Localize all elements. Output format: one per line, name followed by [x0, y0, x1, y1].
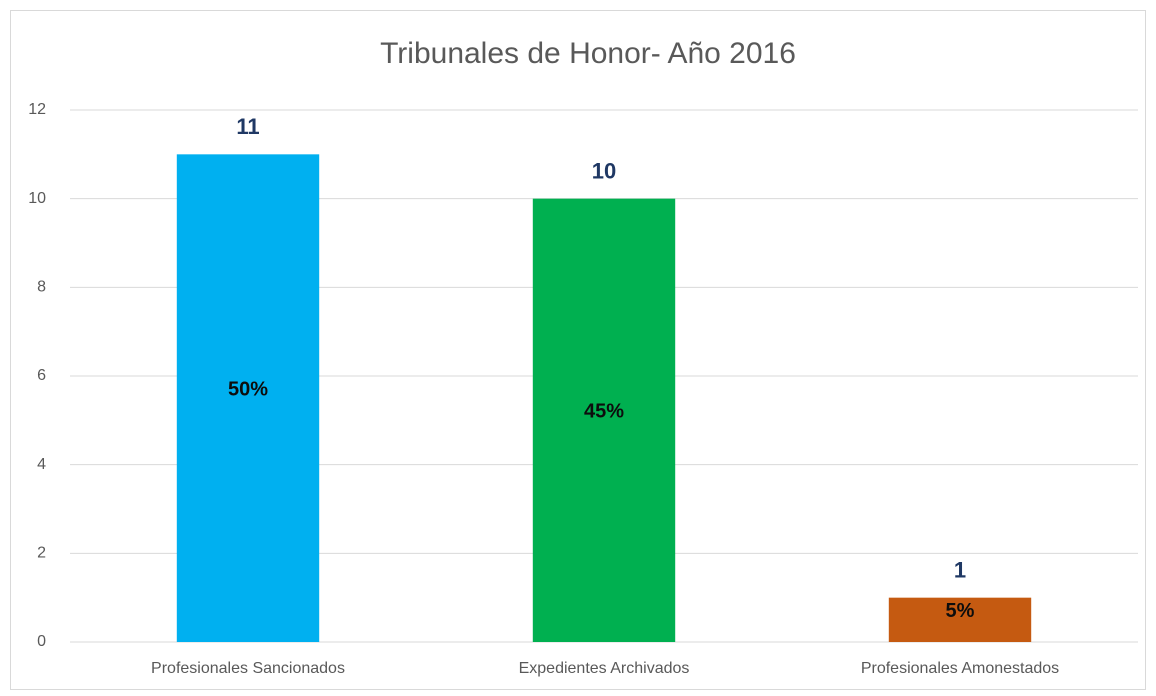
- y-tick-label: 10: [28, 190, 46, 207]
- y-tick-label: 12: [28, 101, 46, 118]
- percent-label: 45%: [584, 401, 624, 423]
- y-tick-label: 8: [37, 279, 46, 296]
- x-tick-label: Profesionales Amonestados: [861, 660, 1059, 677]
- y-tick-label: 4: [37, 456, 46, 473]
- x-tick-label: Expedientes Archivados: [519, 660, 690, 677]
- value-label: 1: [954, 557, 966, 582]
- bar: [888, 597, 1032, 642]
- y-tick-label: 0: [37, 633, 46, 650]
- value-label: 11: [236, 114, 259, 139]
- value-label: 10: [592, 158, 616, 183]
- percent-label: 5%: [946, 600, 975, 622]
- bar: [532, 198, 676, 642]
- x-tick-label: Profesionales Sancionados: [151, 660, 345, 677]
- percent-label: 50%: [228, 378, 268, 400]
- y-tick-label: 6: [37, 367, 46, 384]
- y-tick-label: 2: [37, 545, 46, 562]
- bar: [176, 154, 320, 643]
- chart-title: Tribunales de Honor- Año 2016: [380, 37, 796, 70]
